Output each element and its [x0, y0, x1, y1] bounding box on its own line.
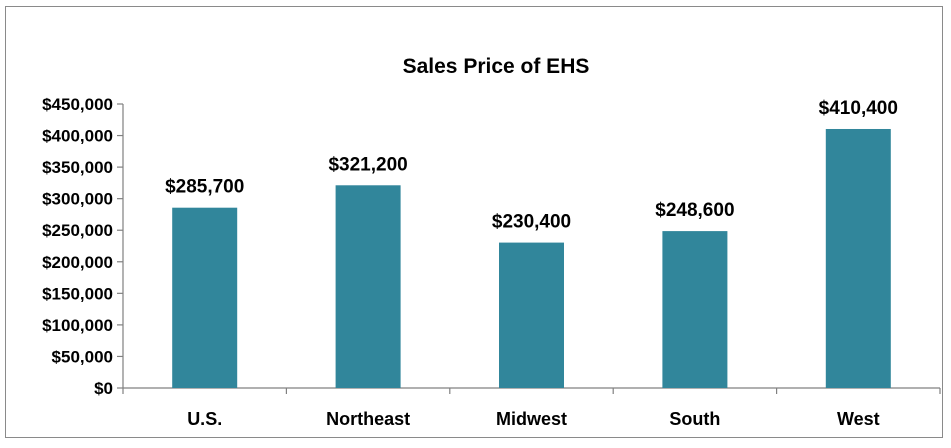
data-label: $230,400 [492, 212, 571, 233]
data-label: $410,400 [819, 98, 898, 119]
x-tick-label: U.S. [187, 409, 222, 429]
x-tick-label: Northeast [326, 409, 410, 429]
y-tick-label: $0 [94, 379, 113, 398]
x-tick-label: South [669, 409, 720, 429]
x-tick-label: Midwest [496, 409, 567, 429]
chart-title: Sales Price of EHS [403, 55, 590, 78]
bar [825, 128, 891, 388]
data-label: $285,700 [165, 177, 244, 198]
y-tick-label: $50,000 [52, 347, 113, 366]
x-axis: U.S. Northeast Midwest South West [122, 387, 941, 429]
bar [662, 231, 728, 388]
y-tick-label: $300,000 [42, 190, 113, 209]
y-tick-label: $150,000 [42, 284, 113, 303]
data-label: $248,600 [655, 200, 734, 221]
y-tick-label: $200,000 [42, 253, 113, 272]
bar [335, 185, 401, 388]
data-labels: $285,700 $321,200 $230,400 $248,600 $410,400 [165, 98, 898, 233]
y-tick-label: $450,000 [42, 95, 113, 114]
y-tick-label: $350,000 [42, 158, 113, 177]
x-tick-label: West [837, 409, 880, 429]
bar [499, 242, 564, 388]
y-tick-label: $250,000 [42, 221, 113, 240]
y-axis: $0 $50,000 $100,000 $150,000 $200,000 $250,00… [42, 95, 124, 398]
bar [172, 207, 238, 388]
chart-frame [5, 6, 943, 438]
data-label: $321,200 [328, 154, 407, 175]
bars [172, 128, 891, 388]
y-tick-label: $400,000 [42, 127, 113, 146]
y-tick-label: $100,000 [42, 316, 113, 335]
